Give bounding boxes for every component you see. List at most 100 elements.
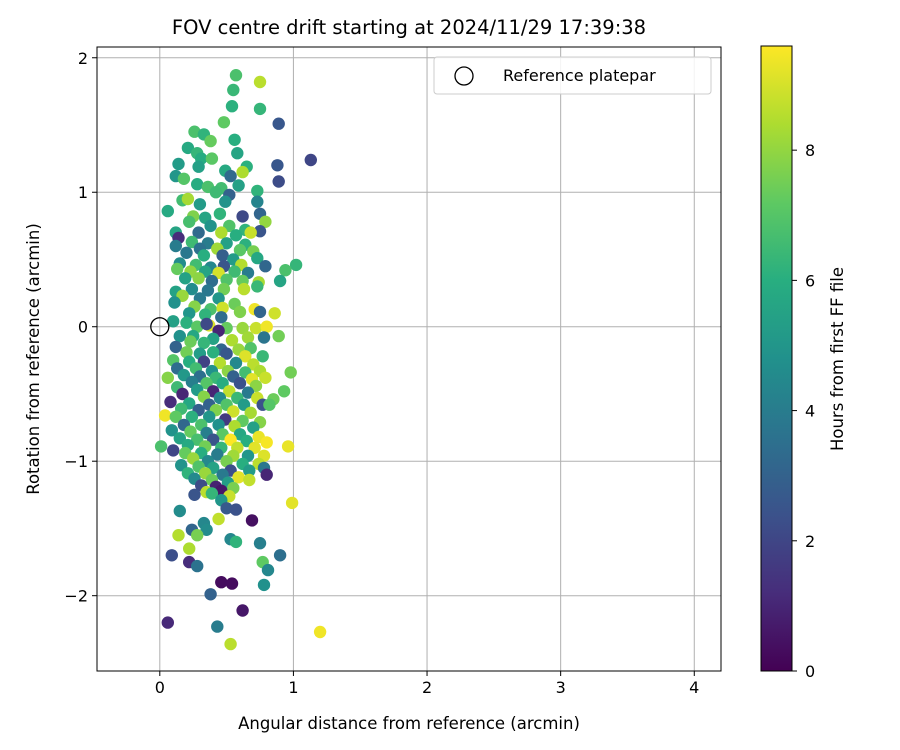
legend-entry-reference-platepar: Reference platepar xyxy=(503,66,656,85)
data-point xyxy=(217,282,231,296)
data-point xyxy=(260,436,273,449)
data-point xyxy=(277,385,291,398)
colorbar-tick-label: 4 xyxy=(805,402,815,421)
data-point xyxy=(192,226,205,239)
data-point xyxy=(183,542,196,555)
data-point xyxy=(193,198,207,211)
data-point xyxy=(204,134,217,148)
data-point xyxy=(229,356,243,370)
data-point xyxy=(205,487,219,500)
data-point xyxy=(172,529,185,542)
data-point xyxy=(204,588,217,601)
colorbar-tick-label: 8 xyxy=(805,141,815,160)
data-point xyxy=(260,468,273,481)
data-point xyxy=(272,117,285,130)
data-point xyxy=(241,331,255,344)
data-point xyxy=(180,316,193,329)
data-point xyxy=(207,346,220,359)
data-point xyxy=(259,260,272,273)
x-tick-label: 3 xyxy=(556,678,566,697)
data-point xyxy=(212,418,225,432)
data-point xyxy=(253,75,267,89)
data-point xyxy=(237,282,251,296)
data-point xyxy=(244,226,257,239)
y-tick-label: 0 xyxy=(78,318,88,337)
data-point xyxy=(213,207,227,220)
data-point xyxy=(229,229,243,242)
data-point xyxy=(243,473,256,487)
data-point xyxy=(209,186,223,199)
data-point xyxy=(216,301,229,315)
colorbar-label: Hours from first FF file xyxy=(828,267,847,451)
data-point xyxy=(220,347,233,360)
data-point xyxy=(169,239,182,253)
plot-frame xyxy=(96,46,722,672)
data-point xyxy=(229,69,243,82)
data-point xyxy=(239,350,252,363)
data-point xyxy=(233,243,247,257)
data-point xyxy=(251,195,264,208)
legend-marker xyxy=(454,66,474,86)
data-point xyxy=(181,192,195,206)
x-tick-label: 1 xyxy=(288,678,298,697)
data-point xyxy=(247,421,260,434)
y-tick-label: −1 xyxy=(64,452,88,471)
data-point xyxy=(215,576,228,589)
data-point xyxy=(199,308,212,321)
y-axis-label: Rotation from reference (arcmin) xyxy=(24,223,43,495)
data-point xyxy=(251,280,264,293)
data-point xyxy=(203,410,216,423)
data-point xyxy=(167,315,180,328)
data-point xyxy=(180,246,193,259)
legend-box xyxy=(433,56,712,95)
data-point xyxy=(171,262,184,276)
data-point xyxy=(233,305,247,319)
colorbar-ticks: 0 2 4 6 8 xyxy=(792,141,815,681)
data-point xyxy=(253,225,267,238)
data-point xyxy=(201,284,215,297)
colorbar-tick-label: 2 xyxy=(805,532,815,551)
data-point xyxy=(241,386,255,399)
data-point xyxy=(281,440,295,453)
data-point xyxy=(257,578,271,592)
data-point xyxy=(215,311,228,324)
data-point xyxy=(220,237,233,250)
data-point xyxy=(177,172,191,185)
data-point xyxy=(191,320,204,333)
data-point xyxy=(249,321,263,335)
data-point xyxy=(263,398,276,411)
data-point xyxy=(173,432,186,445)
data-point xyxy=(253,305,267,319)
y-tick-label: 1 xyxy=(78,183,88,202)
data-point xyxy=(179,272,192,285)
x-axis-ticks: 0 1 2 3 4 xyxy=(155,671,699,697)
data-point xyxy=(251,251,264,265)
data-point xyxy=(225,100,239,113)
data-point xyxy=(188,125,201,138)
data-point xyxy=(273,549,287,562)
data-point xyxy=(191,529,204,542)
data-point xyxy=(219,195,232,208)
data-point xyxy=(207,332,220,345)
data-point xyxy=(215,226,228,239)
data-point xyxy=(183,215,196,228)
data-point xyxy=(220,502,233,515)
data-point xyxy=(188,488,201,501)
data-point xyxy=(227,83,240,97)
data-point xyxy=(200,523,213,536)
data-point xyxy=(228,265,241,278)
colorbar-tick-label: 0 xyxy=(805,662,815,681)
data-point xyxy=(154,440,168,453)
y-tick-label: −2 xyxy=(64,587,88,606)
data-point xyxy=(225,577,239,590)
data-point xyxy=(232,179,245,192)
y-tick-label: 2 xyxy=(78,49,88,68)
data-point xyxy=(272,175,285,188)
data-point xyxy=(217,116,231,129)
data-points xyxy=(154,69,327,651)
data-point xyxy=(168,296,181,309)
data-point xyxy=(253,537,267,550)
data-point xyxy=(236,604,249,617)
data-point xyxy=(165,424,178,437)
